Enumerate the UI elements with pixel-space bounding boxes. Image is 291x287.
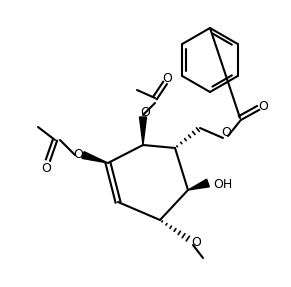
Text: O: O [41,162,51,174]
Text: O: O [162,71,172,84]
Text: OH: OH [213,177,233,191]
Text: O: O [140,106,150,119]
Text: O: O [258,100,268,113]
Polygon shape [188,179,209,190]
Text: O: O [191,236,201,249]
Text: O: O [73,148,83,160]
Polygon shape [82,152,108,163]
Text: O: O [221,127,231,139]
Polygon shape [139,117,146,145]
